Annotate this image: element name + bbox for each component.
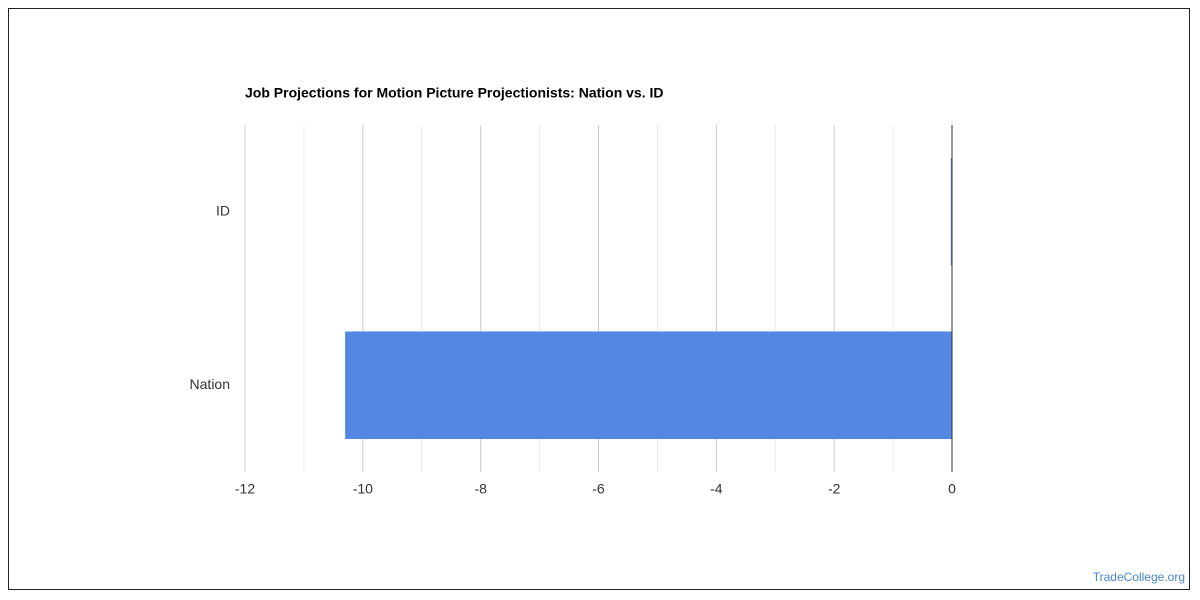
x-tick-label: -6	[592, 481, 605, 497]
chart-title: Job Projections for Motion Picture Proje…	[245, 85, 664, 101]
x-tick-label: -12	[235, 481, 255, 497]
source: TradeCollege.org	[1093, 570, 1185, 584]
x-tick-label: 0	[948, 481, 956, 497]
x-tick-label: -2	[828, 481, 841, 497]
bar	[950, 157, 952, 266]
x-tick-label: -10	[353, 481, 373, 497]
y-tick-label: Nation	[190, 376, 230, 392]
x-tick-label: -4	[710, 481, 723, 497]
bar	[345, 331, 952, 440]
x-tick-label: -8	[474, 481, 487, 497]
y-tick-label: ID	[216, 202, 230, 218]
